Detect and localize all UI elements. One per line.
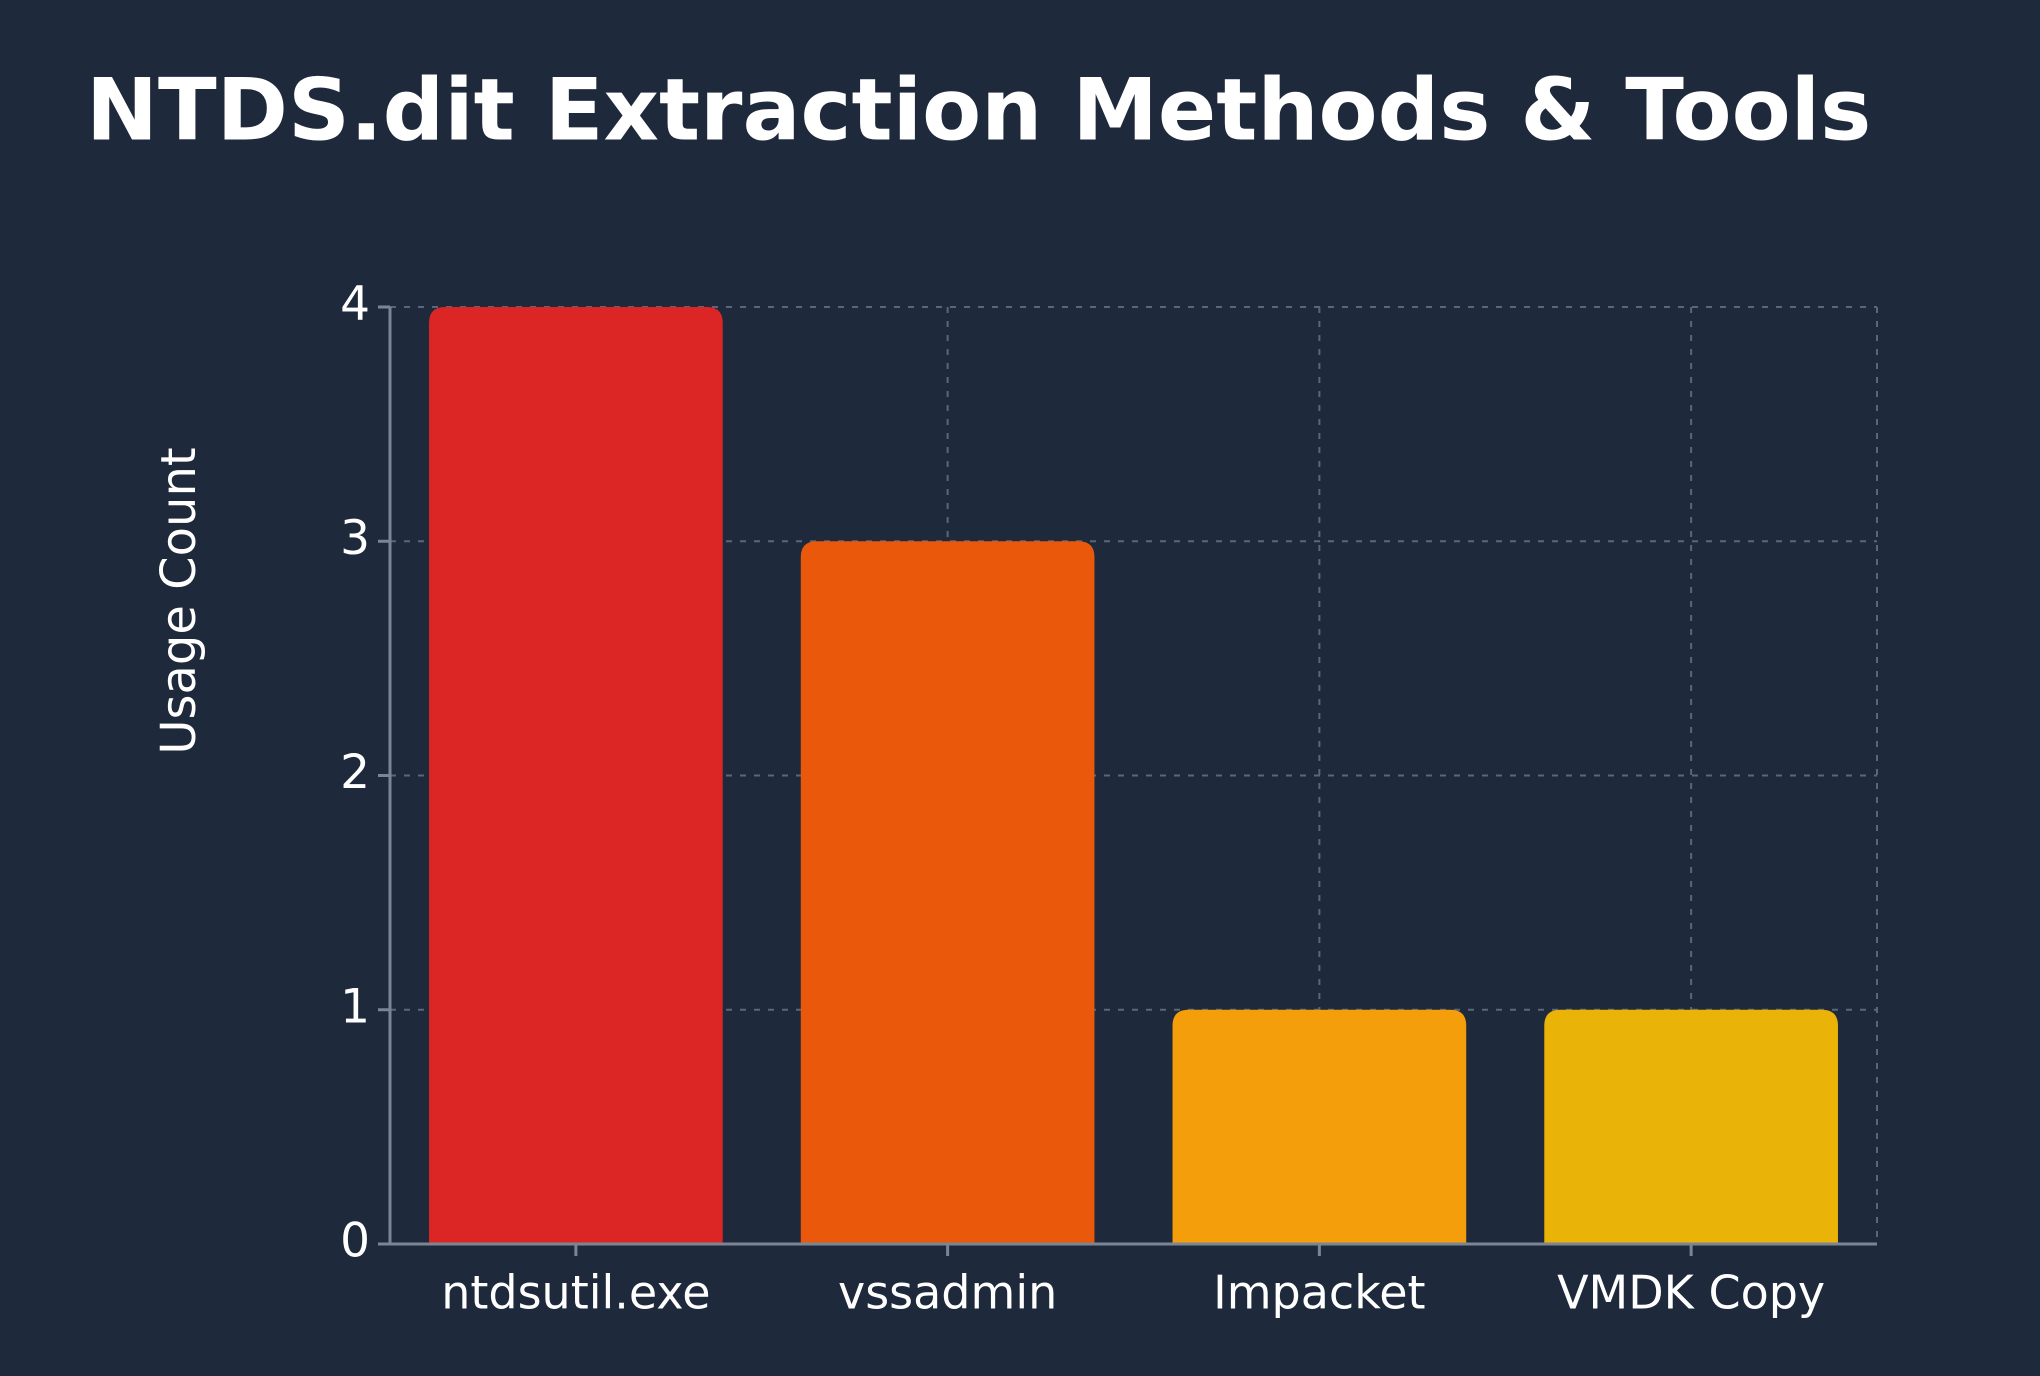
bar (1172, 1009, 1467, 1244)
y-axis-title: Usage Count (151, 447, 207, 754)
x-tick-label: vssadmin (838, 1266, 1057, 1320)
y-tick-label: 0 (340, 1214, 370, 1269)
chart-title: NTDS.dit Extraction Methods & Tools (86, 60, 1871, 160)
x-tick-label: VMDK Copy (1557, 1266, 1825, 1320)
x-tick-label: Impacket (1213, 1266, 1425, 1320)
y-tick-label: 2 (340, 745, 370, 800)
y-tick-label: 3 (340, 511, 370, 566)
bar (1544, 1009, 1838, 1244)
y-tick-label: 4 (340, 277, 370, 332)
bar (429, 307, 723, 1244)
y-tick-label: 1 (340, 979, 370, 1034)
x-tick-label: ntdsutil.exe (441, 1266, 710, 1320)
bar (800, 541, 1095, 1244)
